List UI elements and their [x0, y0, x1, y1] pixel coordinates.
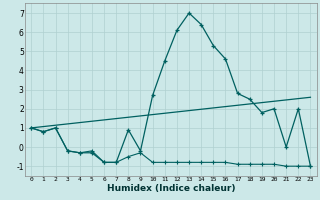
X-axis label: Humidex (Indice chaleur): Humidex (Indice chaleur) [107, 184, 235, 193]
